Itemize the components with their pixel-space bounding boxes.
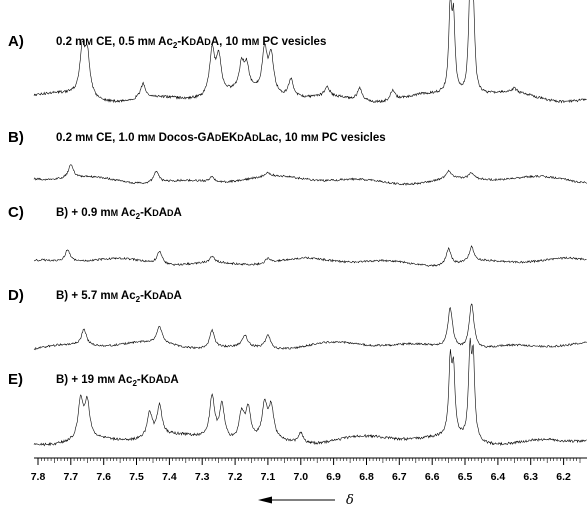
x-tick-label: 6.4	[491, 471, 506, 483]
x-tick-label: 6.8	[359, 471, 374, 483]
axis-direction-arrow	[258, 496, 335, 504]
x-tick-label: 7.0	[293, 471, 308, 483]
x-axis-tick-labels: 7.8 7.7 7.6 7.5 7.4 7.3 7.2 7.1 7.0 6.9 6.8 6.7 6.6 6…	[31, 471, 571, 483]
spectrum-trace-a	[33, 0, 587, 104]
spectrum-trace-b	[33, 164, 587, 186]
panel-c-letter: C)	[8, 204, 24, 221]
panel-e-letter: E)	[8, 371, 23, 388]
x-tick-label: 7.5	[129, 471, 144, 483]
x-tick-label: 6.3	[523, 471, 538, 483]
spectrum-trace-e	[33, 337, 587, 447]
x-tick-label: 6.9	[326, 471, 341, 483]
x-tick-label: 6.7	[392, 471, 407, 483]
x-axis: 7.8 7.7 7.6 7.5 7.4 7.3 7.2 7.1 7.0 6.9 6.8 6.7 6.6 6…	[31, 457, 587, 483]
panel-e-caption: B) + 19 mM Ac2-KDADA	[56, 374, 179, 388]
panel-a-caption: 0.2 mM CE, 0.5 mM Ac2-KDADA, 10 mM PC ve…	[56, 36, 326, 50]
panel-a-letter: A)	[8, 33, 24, 50]
panel-c-caption: B) + 0.9 mM Ac2-KDADA	[56, 207, 182, 221]
x-tick-label: 6.6	[425, 471, 440, 483]
x-tick-label: 7.3	[195, 471, 210, 483]
panel-b-caption: 0.2 mM CE, 1.0 mM Docos-GADEKDADLac, 10 …	[56, 132, 386, 144]
x-tick-label: 7.4	[162, 471, 177, 483]
spectrum-trace-c	[34, 245, 587, 268]
panel-d-caption: B) + 5.7 mM Ac2-KDADA	[56, 290, 182, 304]
x-tick-label: 7.1	[261, 471, 276, 483]
x-tick-label: 7.7	[63, 471, 78, 483]
x-tick-label: 7.2	[228, 471, 243, 483]
panel-d-letter: D)	[8, 287, 24, 304]
panel-b-letter: B)	[8, 129, 24, 146]
x-axis-label: δ	[346, 493, 354, 506]
spectrum-trace-d	[33, 303, 587, 351]
x-tick-label: 6.5	[458, 471, 473, 483]
x-tick-label: 7.6	[96, 471, 111, 483]
x-tick-label: 6.2	[556, 471, 571, 483]
x-axis-minor-ticks	[37, 458, 581, 465]
x-tick-label: 7.8	[31, 471, 46, 483]
